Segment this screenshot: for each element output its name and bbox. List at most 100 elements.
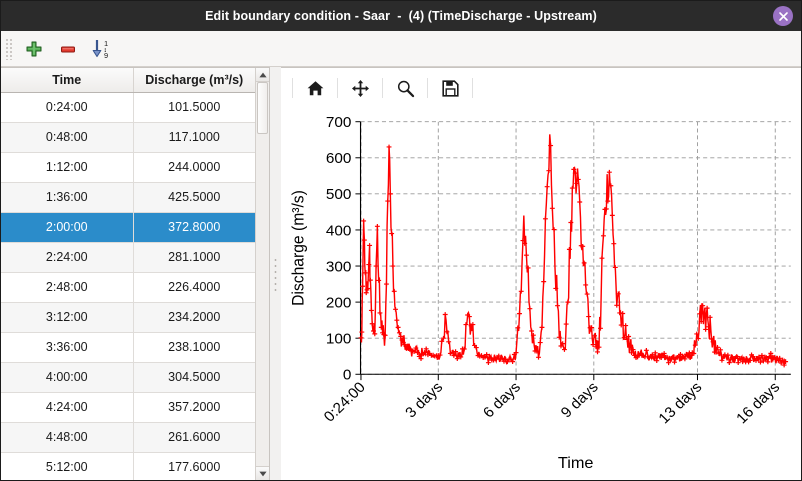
cell-time[interactable]: 1:12:00	[1, 152, 134, 183]
y-axis-label: Discharge (m³/s)	[290, 190, 307, 306]
scroll-track[interactable]	[256, 82, 269, 466]
sort-ascending-icon: 1 9	[92, 39, 108, 60]
cell-time[interactable]: 4:00:00	[1, 362, 134, 393]
chart-canvas: 0 100 200 300 400 500 600 700 0:24:00 3 days 6 day…	[290, 114, 791, 472]
scroll-down-button[interactable]	[256, 466, 269, 480]
x-tick-label: 0:24:00	[321, 379, 369, 425]
save-icon	[441, 79, 459, 97]
toolbar-drag-handle[interactable]	[5, 37, 13, 60]
series-discharge	[358, 134, 789, 368]
table-row[interactable]: 2:48:00 226.4000	[1, 272, 255, 303]
main-toolbar: 1 9	[1, 31, 801, 67]
y-tick-label: 300	[326, 259, 352, 276]
table-row[interactable]: 1:12:00 244.0000	[1, 152, 255, 183]
splitter-grip-icon	[274, 256, 277, 291]
cell-discharge[interactable]: 244.0000	[133, 152, 255, 183]
home-button[interactable]	[298, 73, 332, 103]
move-icon	[351, 79, 369, 97]
cell-discharge[interactable]: 357.2000	[133, 392, 255, 423]
table-viewport: Time Discharge (m³/s) 0:24:00 101.5000 0:4…	[1, 68, 255, 480]
cell-discharge[interactable]: 101.5000	[133, 92, 255, 123]
y-tick-label: 600	[326, 150, 352, 167]
cell-time[interactable]: 1:36:00	[1, 182, 134, 213]
chart-toolbar	[281, 68, 801, 108]
x-tick-label: 16 days	[733, 379, 783, 427]
table-scroll-wrapper: Time Discharge (m³/s) 0:24:00 101.5000 0:4…	[1, 68, 269, 480]
table-row[interactable]: 0:48:00 117.1000	[1, 122, 255, 153]
close-button[interactable]	[773, 6, 793, 26]
boundary-condition-table: Time Discharge (m³/s) 0:24:00 101.5000 0:4…	[1, 68, 255, 480]
plus-icon	[26, 41, 42, 56]
cell-time[interactable]: 2:24:00	[1, 242, 134, 273]
y-tick-label: 400	[326, 223, 352, 240]
minus-icon	[61, 46, 75, 52]
cell-discharge[interactable]: 281.1000	[133, 242, 255, 273]
cell-discharge[interactable]: 372.8000	[133, 212, 255, 243]
column-header-discharge[interactable]: Discharge (m³/s)	[133, 68, 255, 93]
cell-time[interactable]: 5:12:00	[1, 452, 134, 480]
cell-discharge[interactable]: 177.6000	[133, 452, 255, 480]
sort-ascending-button[interactable]: 1 9	[85, 34, 119, 64]
table-row[interactable]: 2:00:00 372.8000	[1, 212, 255, 243]
cell-time[interactable]: 4:24:00	[1, 392, 134, 423]
data-table-panel: Time Discharge (m³/s) 0:24:00 101.5000 0:4…	[1, 67, 269, 480]
magnifier-icon	[397, 80, 414, 97]
window-title: Edit boundary condition - Saar - (4) (Ti…	[205, 9, 597, 23]
plot-background	[360, 121, 791, 375]
cell-discharge[interactable]: 238.1000	[133, 332, 255, 363]
x-tick-label: 6 days	[480, 379, 524, 421]
cell-discharge[interactable]: 226.4000	[133, 272, 255, 303]
close-icon	[778, 11, 788, 21]
cell-discharge[interactable]: 425.5000	[133, 182, 255, 213]
cell-time[interactable]: 2:00:00	[1, 212, 134, 243]
table-row[interactable]: 4:00:00 304.5000	[1, 362, 255, 393]
column-header-time[interactable]: Time	[1, 68, 134, 93]
cell-time[interactable]: 3:12:00	[1, 302, 134, 333]
cell-discharge[interactable]: 261.6000	[133, 422, 255, 453]
y-tick-label: 500	[326, 187, 352, 204]
panel-splitter[interactable]	[269, 67, 281, 480]
cell-time[interactable]: 4:48:00	[1, 422, 134, 453]
remove-row-button[interactable]	[51, 34, 85, 64]
cell-discharge[interactable]: 304.5000	[133, 362, 255, 393]
chevron-down-icon	[258, 471, 267, 476]
zoom-button[interactable]	[388, 73, 422, 103]
discharge-time-series-chart[interactable]: 0 100 200 300 400 500 600 700 0:24:00 3 days 6 day…	[281, 108, 801, 480]
cell-time[interactable]: 3:36:00	[1, 332, 134, 363]
scroll-up-button[interactable]	[256, 68, 269, 82]
content-area: Time Discharge (m³/s) 0:24:00 101.5000 0:4…	[1, 67, 801, 480]
toolbar-divider	[292, 78, 293, 98]
y-tick-label: 200	[326, 295, 352, 312]
cell-time[interactable]: 2:48:00	[1, 272, 134, 303]
pan-button[interactable]	[343, 73, 377, 103]
table-row[interactable]: 5:12:00 177.6000	[1, 452, 255, 480]
svg-text:9: 9	[104, 51, 108, 60]
x-tick-label: 9 days	[558, 379, 602, 421]
title-bar: Edit boundary condition - Saar - (4) (Ti…	[1, 1, 801, 31]
y-tick-label: 100	[326, 331, 352, 348]
save-button[interactable]	[433, 73, 467, 103]
cell-time[interactable]: 0:48:00	[1, 122, 134, 153]
table-row[interactable]: 0:24:00 101.5000	[1, 92, 255, 123]
cell-discharge[interactable]: 117.1000	[133, 122, 255, 153]
table-body: 0:24:00 101.5000 0:48:00 117.1000 1:12:00 244…	[1, 92, 255, 480]
table-row[interactable]: 3:12:00 234.2000	[1, 302, 255, 333]
table-header-row: Time Discharge (m³/s)	[1, 68, 255, 93]
table-row[interactable]: 4:24:00 357.2000	[1, 392, 255, 423]
scroll-thumb[interactable]	[257, 82, 268, 134]
cell-discharge[interactable]: 234.2000	[133, 302, 255, 333]
svg-text:1: 1	[104, 39, 108, 48]
table-row[interactable]: 2:24:00 281.1000	[1, 242, 255, 273]
toolbar-divider	[337, 78, 338, 98]
add-row-button[interactable]	[17, 34, 51, 64]
cell-time[interactable]: 0:24:00	[1, 92, 134, 123]
toolbar-divider	[472, 78, 473, 98]
y-tick-label: 0	[343, 367, 352, 384]
chart-panel: 0 100 200 300 400 500 600 700 0:24:00 3 days 6 day…	[281, 67, 801, 480]
table-row[interactable]: 3:36:00 238.1000	[1, 332, 255, 363]
series-markers	[358, 143, 789, 368]
table-vertical-scrollbar[interactable]	[255, 68, 269, 480]
table-row[interactable]: 1:36:00 425.5000	[1, 182, 255, 213]
toolbar-divider	[427, 78, 428, 98]
table-row[interactable]: 4:48:00 261.6000	[1, 422, 255, 453]
